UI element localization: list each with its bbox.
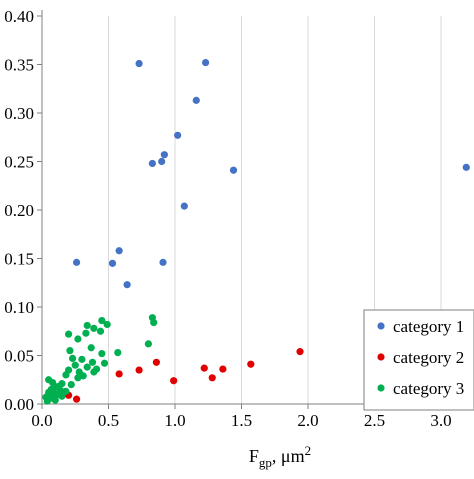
legend: category 1 category 2 category 3 [363, 309, 474, 411]
point-category-3-10 [144, 340, 152, 348]
point-category-1-2 [192, 96, 200, 104]
y-tick-label-4: 0.20 [4, 201, 34, 220]
point-category-3-5 [90, 324, 98, 332]
point-category-3-2 [98, 316, 106, 325]
y-tick-label-7: 0.35 [4, 56, 34, 75]
point-category-3-31 [67, 381, 75, 389]
point-category-3-8 [65, 330, 73, 338]
point-category-3-36 [62, 387, 70, 395]
point-category-3-41 [58, 392, 66, 400]
legend-marker-category-1 [377, 322, 385, 330]
series-category-2 [65, 348, 304, 403]
point-category-1-0 [135, 59, 143, 68]
point-category-3-7 [82, 329, 90, 337]
point-category-3-14 [98, 349, 106, 358]
series-category-3 [42, 314, 158, 405]
point-category-3-3 [103, 320, 111, 329]
legend-marker-category-3 [377, 384, 385, 392]
legend-label-category-1: category 1 [393, 317, 464, 336]
point-category-2-5 [135, 366, 143, 374]
x-tick-label-0: 0.0 [31, 411, 52, 430]
y-tick-label-8: 0.40 [4, 7, 34, 26]
x-tick-label-4: 2.0 [297, 411, 318, 430]
point-category-1-5 [158, 157, 166, 166]
point-category-2-7 [208, 374, 216, 382]
point-category-3-20 [83, 363, 91, 371]
point-category-1-1 [201, 58, 210, 67]
x-tick-label-5: 2.5 [364, 411, 385, 430]
point-category-2-4 [219, 365, 227, 373]
x-axis-title-main: F [249, 446, 259, 466]
point-category-1-10 [115, 247, 123, 255]
point-category-3-18 [100, 359, 109, 367]
point-category-2-3 [200, 364, 208, 372]
point-category-1-4 [160, 151, 168, 159]
point-category-3-17 [88, 358, 97, 366]
point-category-2-2 [247, 360, 255, 368]
legend-marker-category-2 [377, 353, 385, 361]
point-category-1-8 [462, 163, 470, 171]
data-points [42, 58, 470, 405]
point-category-1-12 [108, 259, 117, 267]
x-axis-title-unit: , μm [272, 446, 305, 466]
point-category-2-0 [296, 348, 304, 356]
point-category-1-13 [159, 258, 167, 266]
point-category-2-8 [170, 377, 178, 385]
point-category-3-6 [96, 327, 105, 335]
point-category-1-11 [72, 258, 81, 266]
x-axis-title: Fgp, μm2 [249, 443, 311, 470]
point-category-2-10 [72, 395, 81, 403]
x-tick-label-2: 1.0 [164, 411, 185, 430]
point-category-3-27 [74, 374, 82, 382]
point-category-1-3 [174, 131, 182, 139]
point-category-3-9 [74, 335, 82, 343]
grid-lines [108, 16, 442, 404]
x-axis-title-superscript: 2 [305, 443, 312, 458]
point-category-1-7 [229, 166, 238, 174]
x-tick-label-1: 0.5 [98, 411, 119, 430]
point-category-3-4 [83, 321, 91, 330]
point-category-3-15 [68, 354, 77, 363]
point-category-1-6 [148, 159, 156, 168]
x-axis-title-subscript: gp [259, 455, 272, 470]
point-category-3-12 [66, 347, 74, 355]
point-category-2-6 [115, 370, 123, 378]
point-category-3-25 [62, 371, 70, 379]
point-category-3-11 [87, 344, 95, 352]
y-tick-label-5: 0.25 [4, 153, 34, 172]
legend-label-category-3: category 3 [393, 379, 464, 398]
y-tick-label-2: 0.10 [4, 298, 34, 317]
y-tick-label-0: 0.00 [4, 395, 34, 414]
point-category-1-9 [180, 202, 188, 210]
point-category-3-24 [90, 368, 98, 376]
point-category-3-16 [78, 355, 86, 363]
axes: 0.00 0.05 0.10 0.15 0.20 0.25 0.30 0.35 0.40 0.0 0… [4, 7, 474, 470]
point-category-3-13 [114, 348, 122, 357]
point-category-1-14 [123, 281, 131, 289]
x-tick-label-3: 1.5 [231, 411, 252, 430]
point-category-3-45 [51, 396, 59, 404]
y-tick-label-6: 0.30 [4, 104, 34, 123]
series-category-1 [72, 58, 470, 289]
y-tick-label-3: 0.15 [4, 250, 34, 269]
legend-label-category-2: category 2 [393, 348, 464, 367]
y-tick-label-1: 0.05 [4, 347, 34, 366]
point-category-2-1 [152, 358, 160, 366]
point-category-3-1 [150, 318, 158, 327]
x-tick-label-6: 3.0 [430, 411, 451, 430]
point-category-3-19 [71, 361, 79, 369]
point-category-3-46 [43, 397, 51, 405]
